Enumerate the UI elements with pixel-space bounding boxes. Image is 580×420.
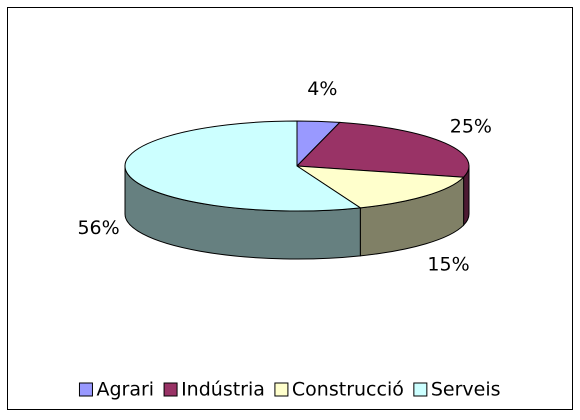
legend-label: Indústria xyxy=(181,379,265,401)
legend-swatch xyxy=(78,382,93,397)
legend-label: Construcció xyxy=(292,379,404,401)
slice xyxy=(295,165,465,209)
legend-swatch xyxy=(163,382,178,397)
legend-swatch xyxy=(413,382,428,397)
data-label: 4% xyxy=(307,78,337,100)
legend-label: Agrari xyxy=(96,379,154,401)
data-label: 56% xyxy=(77,217,119,239)
data-label: 25% xyxy=(450,115,492,137)
legend: Agrari Indústria Construcció Serveis xyxy=(78,379,501,401)
legend-label: Serveis xyxy=(431,379,501,401)
slice xyxy=(124,120,362,212)
slice xyxy=(295,121,470,178)
data-label: 15% xyxy=(427,253,469,275)
legend-swatch xyxy=(274,382,289,397)
